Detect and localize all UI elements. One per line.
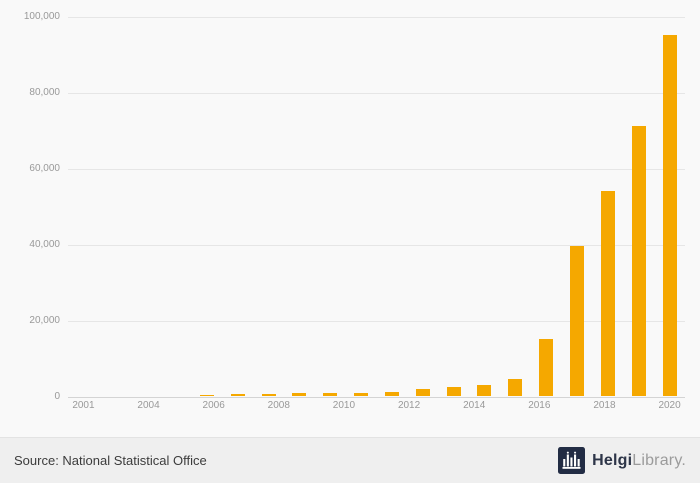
bar-2018 — [600, 191, 615, 396]
gridline-80000 — [68, 93, 685, 94]
bar-2007 — [261, 394, 276, 396]
logo-text-helgi: Helgi — [592, 451, 633, 469]
y-tick-label-100000: 100,000 — [23, 11, 60, 22]
gridline-60000 — [68, 169, 685, 170]
bar-2013 — [446, 387, 461, 396]
logo-text: HelgiLibrary. — [592, 452, 686, 470]
bar-2005 — [199, 395, 214, 396]
footer: Source: National Statistical Office Helg… — [0, 437, 700, 483]
bar-2017 — [570, 246, 585, 396]
y-tick-label-60000: 60,000 — [29, 163, 60, 174]
y-tick-label-40000: 40,000 — [29, 239, 60, 250]
bar-2020 — [662, 35, 677, 396]
bar-2006 — [230, 394, 245, 396]
y-tick-label-20000: 20,000 — [29, 315, 60, 326]
bar-2010 — [354, 393, 369, 396]
source-text: Source: National Statistical Office — [14, 453, 207, 468]
bar-2019 — [631, 126, 646, 396]
x-tick-label-2020: 2020 — [658, 400, 681, 411]
x-tick-label-2004: 2004 — [137, 400, 160, 411]
y-tick-label-0: 0 — [54, 391, 60, 402]
x-tick-label-2018: 2018 — [593, 400, 616, 411]
bar-2008 — [292, 393, 307, 396]
x-tick-label-2016: 2016 — [528, 400, 551, 411]
plot-area — [68, 17, 685, 398]
bar-2012 — [415, 389, 430, 396]
gridline-40000 — [68, 245, 685, 246]
x-tick-label-2008: 2008 — [267, 400, 290, 411]
x-tick-label-2012: 2012 — [397, 400, 421, 411]
x-tick-label-2010: 2010 — [332, 400, 356, 411]
bar-2015 — [508, 379, 523, 396]
y-tick-label-80000: 80,000 — [29, 87, 60, 98]
gridline-20000 — [68, 321, 685, 322]
helgi-logo-icon — [558, 447, 586, 474]
x-axis-labels: 2001 2004 2006 2008 2010 2012 2014 2016 2018 2020 — [68, 400, 685, 416]
bar-2014 — [477, 385, 492, 396]
bar-2011 — [384, 392, 399, 396]
x-tick-label-2006: 2006 — [202, 400, 225, 411]
x-tick-label-2014: 2014 — [463, 400, 486, 411]
logo-text-library: Library. — [632, 451, 686, 469]
bar-chart: 0 20,000 40,000 60,000 80,000 100,000 2001 200… — [0, 11, 685, 416]
bar-2009 — [323, 393, 338, 396]
y-axis-labels: 0 20,000 40,000 60,000 80,000 100,000 — [0, 12, 60, 402]
helgi-library-logo[interactable]: HelgiLibrary. — [558, 447, 686, 474]
x-tick-label-2001: 2001 — [72, 400, 95, 411]
gridline-0 — [68, 397, 685, 398]
bar-2016 — [539, 339, 554, 396]
gridline-100000 — [68, 17, 685, 18]
